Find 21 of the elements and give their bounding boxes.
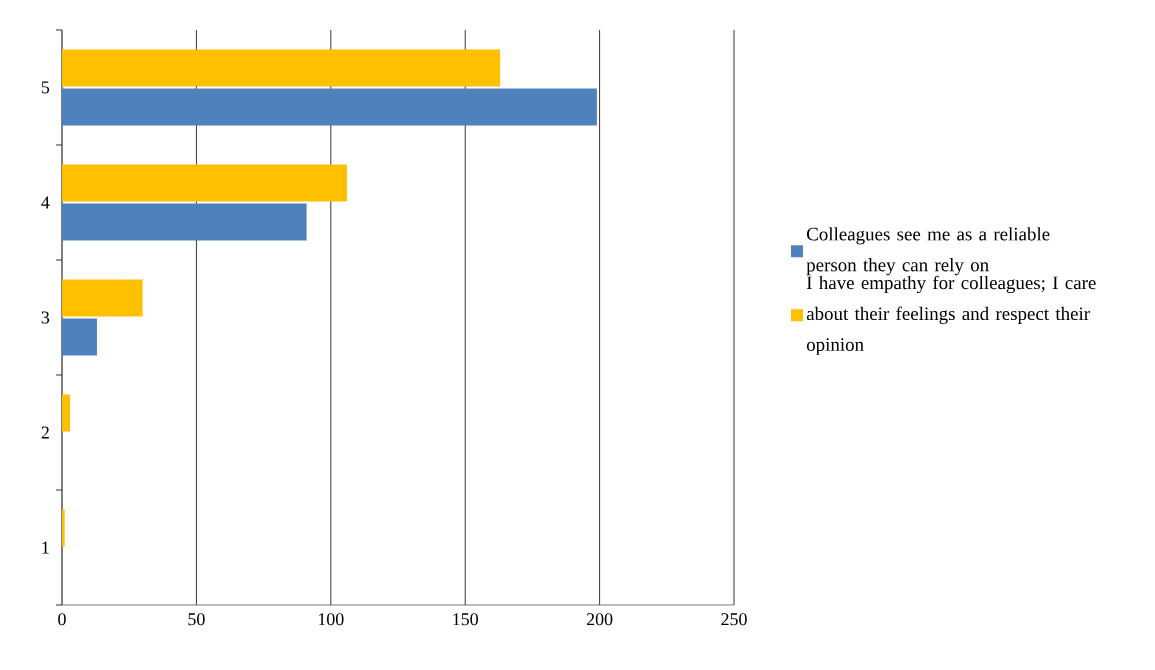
bar bbox=[62, 318, 97, 356]
bar bbox=[62, 279, 143, 317]
bar bbox=[62, 88, 597, 126]
bar bbox=[62, 49, 501, 87]
y-tick-label: 4 bbox=[41, 196, 50, 209]
bar bbox=[62, 394, 71, 432]
y-tick-label: 5 bbox=[41, 81, 50, 94]
y-tick-label: 3 bbox=[41, 311, 50, 324]
x-tick-label: 200 bbox=[586, 613, 613, 626]
y-tick-label: 1 bbox=[42, 541, 49, 554]
x-tick-label: 0 bbox=[58, 613, 66, 626]
bar bbox=[62, 203, 307, 241]
x-tick-label: 100 bbox=[318, 613, 344, 626]
bar bbox=[62, 164, 347, 202]
x-tick-label: 250 bbox=[721, 613, 747, 626]
legend-label: I have empathy for colleagues; I care about their feelings and respect their opinion bbox=[806, 275, 1096, 355]
x-tick-label: 50 bbox=[188, 613, 205, 626]
x-tick-label: 150 bbox=[453, 613, 478, 626]
y-tick-label: 2 bbox=[41, 426, 49, 439]
legend-label: Colleagues see me as a reliable person they can rely on bbox=[806, 227, 1050, 276]
bar bbox=[62, 509, 65, 547]
